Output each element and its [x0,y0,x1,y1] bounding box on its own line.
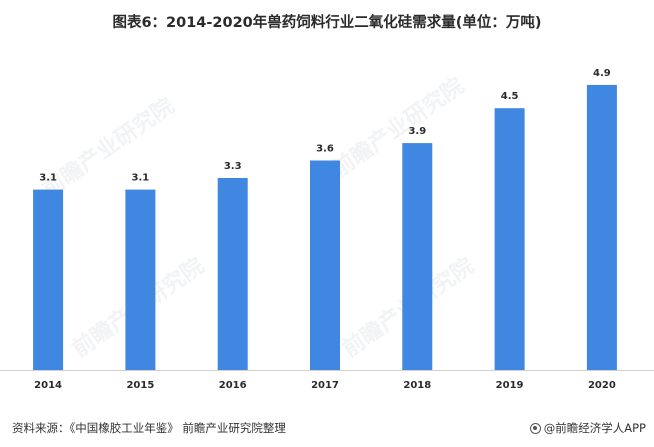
source-note: 资料来源：《中国橡胶工业年鉴》 前瞻产业研究院整理 [12,421,286,435]
data-label-2017: 3.6 [316,144,334,155]
bar-2014 [33,189,64,370]
brand-logo-icon [529,422,541,434]
bar-2016 [217,178,248,370]
data-label-2018: 3.9 [408,126,426,137]
bar-2019 [494,108,525,370]
x-tick-label-2016: 2016 [219,380,247,391]
x-tick-label-2014: 2014 [34,380,62,391]
x-tick-label-2020: 2020 [588,380,616,391]
data-label-2019: 4.5 [501,91,519,102]
brand-text: @前瞻经济学人APP [543,421,646,435]
bar-2015 [125,189,156,370]
x-tick-label-2018: 2018 [403,380,431,391]
data-label-2020: 4.9 [593,68,611,79]
brand-credit: @前瞻经济学人APP [529,420,646,436]
bar-2020 [586,84,617,371]
data-label-2016: 3.3 [224,161,242,172]
data-label-2015: 3.1 [132,173,150,184]
x-tick-label-2015: 2015 [126,380,154,391]
x-tick-label-2017: 2017 [311,380,339,391]
bar-2017 [310,160,340,370]
chart-title: 图表6：2014-2020年兽药饲料行业二氧化硅需求量(单位：万吨) [112,15,542,31]
bar-2018 [402,143,433,370]
x-tick-label-2019: 2019 [496,380,524,391]
data-label-2014: 3.1 [39,173,57,184]
